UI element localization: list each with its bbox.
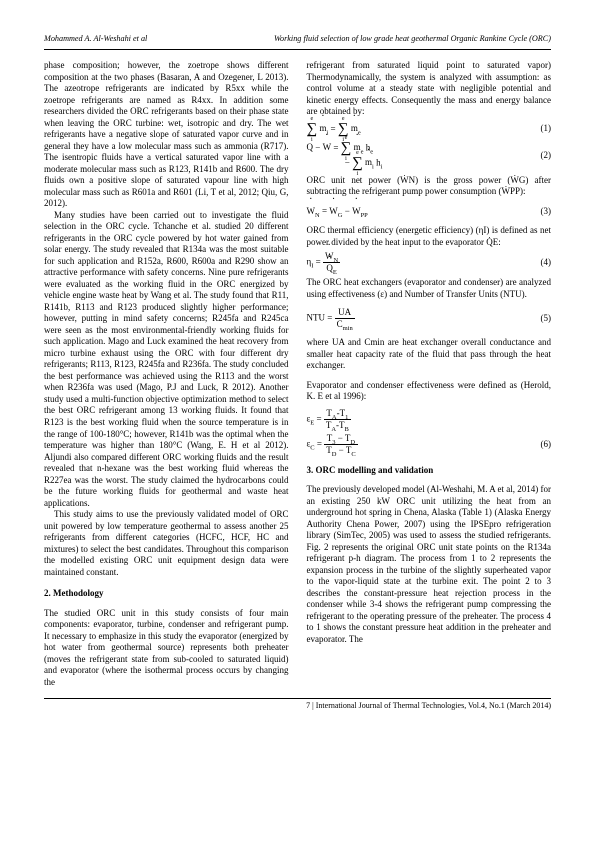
two-column-body: phase composition; however, the zoetrope… (44, 60, 551, 688)
section-3-heading: 3. ORC modelling and validation (307, 465, 552, 477)
eq-number: (5) (525, 313, 551, 325)
eq-number: (3) (525, 206, 551, 218)
page-footer: 7 | International Journal of Thermal Tec… (44, 701, 551, 710)
right-column: refrigerant from saturated liquid point … (307, 60, 552, 688)
equation-3: WN = WG − WPP (3) (307, 206, 552, 218)
eq-number: (2) (525, 150, 551, 162)
left-column: phase composition; however, the zoetrope… (44, 60, 289, 688)
equation-5: NTU = UACmin (5) (307, 308, 552, 329)
left-p1: phase composition; however, the zoetrope… (44, 60, 289, 210)
equation-6b: εC = T3 − TDTD − TC (6) (307, 434, 552, 455)
sigma-icon: ∑ei (341, 141, 352, 156)
eq-number: (6) (525, 439, 551, 451)
left-p3: This study aims to use the previously va… (44, 509, 289, 578)
eq-number: (1) (525, 123, 551, 135)
right-p3a: ORC thermal efficiency (energetic effici… (307, 225, 552, 248)
right-p1: refrigerant from saturated liquid point … (307, 60, 552, 118)
right-p4: where UA and Cmin are heat exchanger ove… (307, 337, 552, 372)
right-p6: The previously developed model (Al-Wesha… (307, 484, 552, 645)
running-header: Mohammed A. Al-Weshahi et al Working flu… (44, 34, 551, 43)
header-left: Mohammed A. Al-Weshahi et al (44, 34, 147, 43)
right-p2: ORC unit net power (ẆN) is the gross pow… (307, 175, 552, 198)
sigma-icon: ∑ei (352, 156, 363, 171)
footer-rule (44, 698, 551, 699)
left-p2: Many studies have been carried out to in… (44, 210, 289, 509)
left-p4: The studied ORC unit in this study consi… (44, 608, 289, 689)
section-2-heading: 2. Methodology (44, 588, 289, 600)
equation-1: ∑ei mi = ∑ei me (1) (307, 122, 552, 137)
equation-6a: εE = TA-T1TA-TB (307, 409, 552, 430)
header-right: Working fluid selection of low grade hea… (274, 34, 551, 43)
eq-number: (4) (525, 257, 551, 269)
equation-4: ηI = WNQE (4) (307, 252, 552, 273)
equation-2: Q − W = ∑ei me he − ∑ei mi hi (2) (307, 141, 552, 171)
header-rule (44, 49, 551, 50)
right-p3b: The ORC heat exchangers (evaporator and … (307, 277, 552, 300)
right-p5: Evaporator and condenser effectiveness w… (307, 380, 552, 403)
